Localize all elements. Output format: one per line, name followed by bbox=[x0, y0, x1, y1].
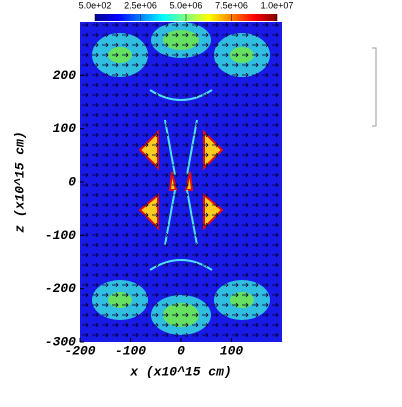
y-tick-label: 100 bbox=[53, 121, 77, 136]
x-tick-label: 0 bbox=[177, 343, 185, 358]
y-axis-label: z (x10^15 cm) bbox=[12, 131, 27, 232]
colorbar-tick-label: 5.0e+02 bbox=[79, 0, 112, 10]
y-tick-label: 0 bbox=[68, 174, 76, 189]
y-tick-label: -200 bbox=[45, 281, 76, 296]
y-tick-label: -300 bbox=[45, 334, 76, 349]
colorbar-tick-label: 2.5e+06 bbox=[124, 0, 157, 10]
x-tick-label: -100 bbox=[115, 343, 146, 358]
colorbar-tick-label: 7.5e+06 bbox=[215, 0, 248, 10]
y-tick-label: -100 bbox=[45, 228, 76, 243]
side-widget bbox=[372, 47, 377, 127]
colorbar-tick-label: 5.0e+06 bbox=[170, 0, 203, 10]
colorbar-tick-label: 1.0e+07 bbox=[261, 0, 294, 10]
x-tick-label: -200 bbox=[64, 343, 95, 358]
x-tick-label: 100 bbox=[220, 343, 244, 358]
x-axis-label: x (x10^15 cm) bbox=[129, 364, 231, 379]
velocity-vectors bbox=[80, 22, 282, 342]
heatmap-field bbox=[80, 22, 282, 342]
y-tick-label: 200 bbox=[53, 68, 77, 83]
